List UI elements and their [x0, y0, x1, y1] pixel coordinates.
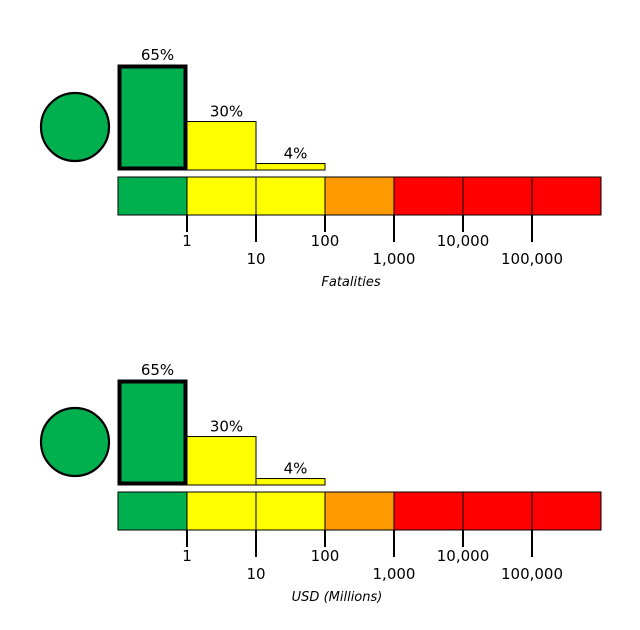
tick-label: 10,000 [437, 232, 490, 250]
scale-bin-2 [255, 491, 326, 531]
scale-bin-3 [324, 176, 395, 216]
scale-bin-3 [324, 491, 395, 531]
probability-bar-0 [117, 64, 188, 171]
bar-label: 4% [284, 145, 308, 163]
scale-bin-5 [462, 491, 533, 531]
tick-label: 1 [182, 547, 192, 565]
economic-losses-chart: 1 10 100 1,000 10,000 100,000 65% 30% 4% USD (Mil… [39, 361, 602, 605]
scale-bin-4 [393, 176, 464, 216]
probability-bar-1 [186, 436, 257, 486]
x-axis-label: Fatalities [321, 275, 380, 290]
scale-bin-6 [531, 176, 602, 216]
fatalities-chart: 1 10 100 1,000 10,000 100,000 65% 30% 4% Fataliti… [39, 46, 602, 290]
tick-label: 100,000 [501, 565, 563, 583]
scale-bin-0 [117, 176, 188, 216]
tick-label: 1 [182, 232, 192, 250]
probability-bar-1 [186, 121, 257, 171]
bar-label: 4% [284, 460, 308, 478]
tick-label: 10 [246, 565, 265, 583]
scale-bin-1 [186, 491, 257, 531]
bar-label: 30% [210, 103, 243, 121]
tick-label: 1,000 [373, 565, 416, 583]
tick-label: 100,000 [501, 250, 563, 268]
alert-level-circle [39, 91, 111, 163]
probability-bar-2 [255, 163, 326, 171]
tick-label: 10 [246, 250, 265, 268]
tick-label: 1,000 [373, 250, 416, 268]
scale-bin-1 [186, 176, 257, 216]
tick-label: 10,000 [437, 547, 490, 565]
bar-label: 65% [141, 361, 174, 379]
scale-bin-2 [255, 176, 326, 216]
tick-label: 100 [311, 232, 340, 250]
scale-bin-0 [117, 491, 188, 531]
alert-level-circle [39, 406, 111, 478]
scale-bin-6 [531, 491, 602, 531]
scale-bin-4 [393, 491, 464, 531]
bar-label: 30% [210, 418, 243, 436]
x-axis-label: USD (Millions) [292, 590, 383, 605]
scale-bin-5 [462, 176, 533, 216]
probability-bar-2 [255, 478, 326, 486]
probability-bar-0 [117, 379, 188, 486]
tick-label: 100 [311, 547, 340, 565]
bar-label: 65% [141, 46, 174, 64]
